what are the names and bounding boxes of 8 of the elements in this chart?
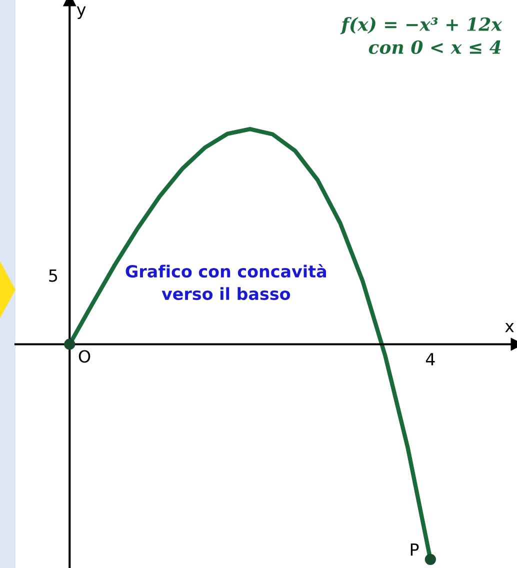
text: f(x) = −x³ + 12x con 0 < x ≤ 4 (340, 17, 502, 54)
text: y (76, 6, 86, 19)
text: x (505, 323, 514, 332)
annotation: 4 (426, 353, 435, 366)
annotation: O (78, 350, 90, 363)
text: 5 (49, 269, 58, 282)
annotation: Grafico con concavità verso il basso (126, 264, 326, 300)
annotation: P (410, 544, 419, 556)
